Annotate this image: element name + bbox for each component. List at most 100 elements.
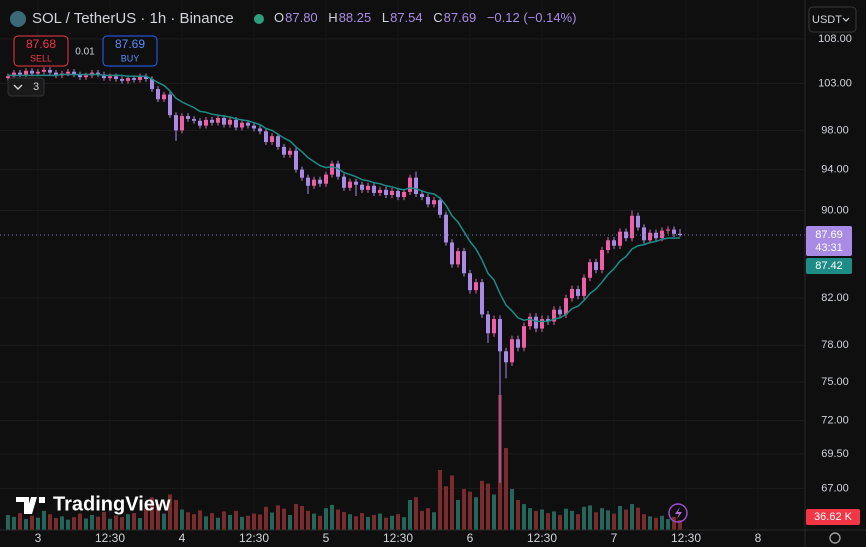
candle-body [83, 75, 88, 78]
volume-bar [492, 494, 497, 530]
candle-body [125, 78, 130, 81]
y-tick-label: 94.00 [821, 164, 849, 176]
y-tick-label: 67.00 [821, 482, 849, 494]
volume-bar [371, 514, 376, 530]
candle-body [383, 189, 388, 195]
candle-body [576, 289, 581, 296]
buy-label[interactable]: BUY [121, 53, 140, 63]
volume-bar [233, 510, 238, 530]
spread: 0.01 [75, 47, 95, 58]
volume-bar [119, 517, 124, 530]
x-tick-label: 12:30 [95, 531, 125, 545]
market-status [254, 14, 264, 24]
buy-button[interactable]: 87.69 BUY [102, 35, 158, 67]
alert-button[interactable] [668, 503, 688, 523]
volume-last-label: 36.62 K [814, 511, 853, 523]
volume-bar [275, 505, 280, 530]
candle-body [239, 122, 244, 128]
volume-bar [648, 516, 653, 530]
symbol-logo[interactable] [10, 11, 26, 27]
volume-bar [546, 513, 551, 530]
volume-bar [215, 517, 220, 530]
volume-bar [395, 514, 400, 530]
candle-body [305, 177, 310, 186]
candle-body [432, 200, 437, 205]
candle-body [197, 120, 202, 126]
volume-bar [444, 486, 449, 530]
volume-bar [29, 515, 34, 530]
currency-box[interactable] [808, 6, 857, 33]
candle-body [606, 240, 611, 251]
candle-body [101, 74, 106, 79]
candle-body [564, 298, 569, 315]
candle-body [179, 116, 184, 131]
alert-icon[interactable] [675, 507, 682, 519]
volume-bar [329, 504, 334, 530]
volume-bar [618, 505, 623, 530]
volume-bar [17, 513, 22, 530]
volume-bar [299, 505, 304, 530]
volume-bar [125, 514, 130, 530]
x-tick-label: 12:30 [239, 531, 269, 545]
volume-bar [402, 517, 407, 530]
candle-body [672, 229, 677, 234]
volume-bar [197, 510, 202, 530]
volume-bar [522, 504, 527, 530]
candle-body [402, 191, 407, 198]
volume-bar [389, 515, 394, 530]
sell-box[interactable] [13, 35, 69, 67]
indicators-count[interactable]: 3 [33, 81, 39, 93]
brand-name: TradingView [53, 493, 171, 515]
candle-body [420, 193, 425, 198]
volume-bar [426, 508, 431, 530]
chevron-icon[interactable] [842, 17, 850, 22]
volume-bar [227, 514, 232, 530]
settings-button[interactable] [829, 532, 841, 544]
volume-bar [131, 513, 136, 530]
volume-bar [408, 499, 413, 530]
brand: TradingView [16, 493, 171, 515]
candle-body [540, 319, 545, 329]
volume-bar [155, 504, 160, 530]
volume-bar [149, 497, 154, 530]
volume-bar [420, 510, 425, 530]
buy-box[interactable] [102, 35, 158, 67]
volume-bar [251, 513, 256, 530]
candle-body [47, 69, 52, 73]
candle-body [408, 177, 413, 192]
volume-bar [612, 513, 617, 530]
candle-body [257, 128, 262, 132]
volume-bar [179, 509, 184, 530]
change: −0.12 (−0.14%) [487, 10, 577, 25]
volume-bar [383, 517, 388, 530]
volume-bar [53, 517, 58, 530]
currency[interactable]: USDT [812, 14, 842, 26]
symbol-title[interactable]: SOL / TetherUS · 1h · Binance [32, 10, 234, 27]
candle-body [11, 72, 16, 77]
candle-body [167, 94, 172, 116]
h-value: 88.25 [339, 10, 372, 25]
indicators-toggle[interactable]: 3 [7, 77, 45, 97]
volume-bar [552, 511, 557, 530]
candle-body [570, 289, 575, 299]
sell-price[interactable]: 87.68 [26, 37, 56, 51]
volume-bar [89, 514, 94, 530]
sell-label[interactable]: SELL [30, 53, 52, 63]
volume-bar [281, 508, 286, 530]
chevron-icon[interactable] [13, 84, 23, 90]
volume-bar [245, 515, 250, 530]
volume-bar [95, 516, 100, 530]
indicators-box[interactable] [7, 77, 45, 97]
y-tick-label: 69.50 [821, 448, 849, 460]
volume-bar [341, 511, 346, 530]
candle-body [660, 230, 665, 239]
currency-button[interactable]: USDT [808, 6, 857, 33]
sell-button[interactable]: 87.68 SELL [13, 35, 69, 67]
buy-price[interactable]: 87.69 [115, 37, 145, 51]
volume-bar [456, 499, 461, 530]
o-label: O [274, 10, 284, 25]
volume-bar [504, 448, 509, 530]
ohlc-legend: O87.80 H88.25 L87.54 C87.69 −0.12 (−0.14… [274, 10, 576, 25]
l-label: L [382, 10, 389, 25]
